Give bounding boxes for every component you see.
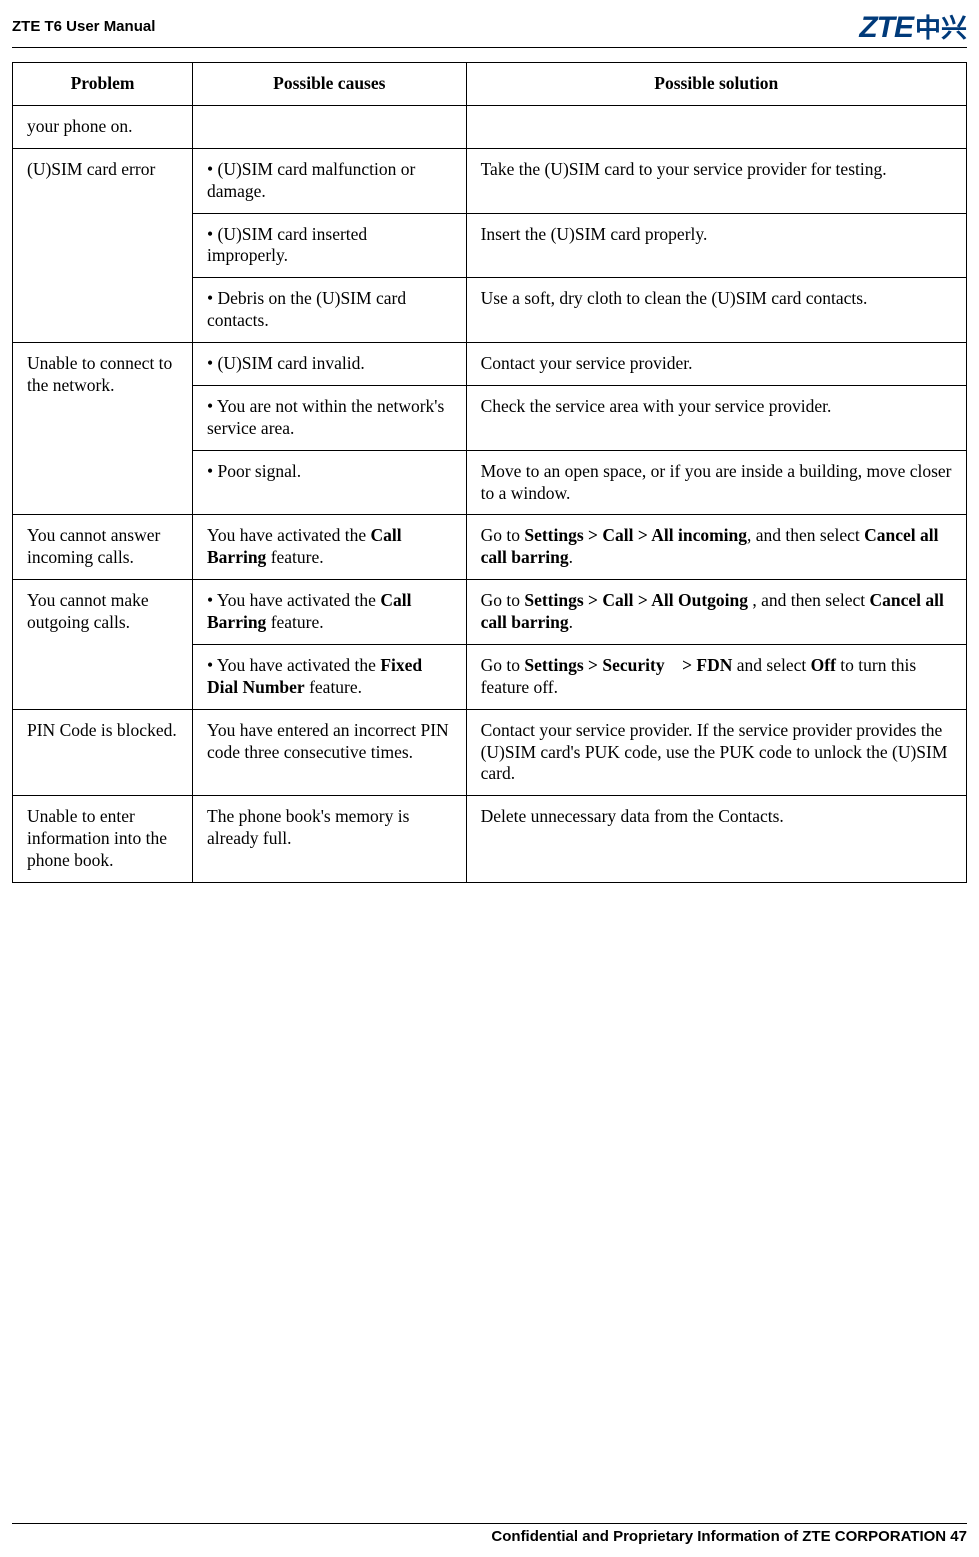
text: , and then select	[752, 590, 869, 610]
table-row: You cannot answer incoming calls. You ha…	[13, 515, 967, 580]
problem-cell: You cannot answer incoming calls.	[13, 515, 193, 580]
bold-text: Settings > Call > All Outgoing	[524, 590, 752, 610]
text: You have activated the	[207, 525, 370, 545]
solution-cell: Go to Settings > Security > FDN and sele…	[466, 644, 966, 709]
text: • You have activated the	[207, 590, 380, 610]
text: Go to	[481, 590, 525, 610]
solution-cell	[466, 105, 966, 148]
table-row: PIN Code is blocked. You have entered an…	[13, 709, 967, 796]
cause-cell	[193, 105, 467, 148]
page-footer: Confidential and Proprietary Information…	[12, 1523, 967, 1545]
cause-cell: • Poor signal.	[193, 450, 467, 515]
cause-cell: • (U)SIM card inserted improperly.	[193, 213, 467, 278]
problem-cell: (U)SIM card error	[13, 148, 193, 342]
solution-cell: Take the (U)SIM card to your service pro…	[466, 148, 966, 213]
table-row: Unable to enter information into the pho…	[13, 796, 967, 883]
cause-cell: • (U)SIM card invalid.	[193, 343, 467, 386]
solution-cell: Move to an open space, or if you are ins…	[466, 450, 966, 515]
text: Go to	[481, 525, 525, 545]
zte-logo: ZTE 中兴	[859, 8, 967, 45]
text: feature.	[266, 547, 323, 567]
table-row: You cannot make outgoing calls. • You ha…	[13, 580, 967, 645]
col-causes: Possible causes	[193, 63, 467, 106]
col-solution: Possible solution	[466, 63, 966, 106]
bold-text: Settings > Security > FDN	[524, 655, 732, 675]
table-header-row: Problem Possible causes Possible solutio…	[13, 63, 967, 106]
col-problem: Problem	[13, 63, 193, 106]
text: and select	[732, 655, 810, 675]
cause-cell: • (U)SIM card malfunction or damage.	[193, 148, 467, 213]
solution-cell: Go to Settings > Call > All incoming, an…	[466, 515, 966, 580]
text: , and then select	[747, 525, 864, 545]
cause-cell: • Debris on the (U)SIM card contacts.	[193, 278, 467, 343]
text: Go to	[481, 655, 525, 675]
problem-cell: You cannot make outgoing calls.	[13, 580, 193, 710]
text: feature.	[266, 612, 323, 632]
problem-cell: your phone on.	[13, 105, 193, 148]
page: ZTE T6 User Manual ZTE 中兴 Problem Possib…	[0, 0, 979, 1557]
problem-cell: Unable to connect to the network.	[13, 343, 193, 515]
solution-cell: Check the service area with your service…	[466, 385, 966, 450]
text: • You have activated the	[207, 655, 380, 675]
troubleshooting-table: Problem Possible causes Possible solutio…	[12, 62, 967, 883]
solution-cell: Insert the (U)SIM card properly.	[466, 213, 966, 278]
solution-cell: Contact your service provider. If the se…	[466, 709, 966, 796]
footer-text: Confidential and Proprietary Information…	[491, 1528, 967, 1545]
bold-text: Settings > Call > All incoming	[524, 525, 747, 545]
text: .	[569, 612, 573, 632]
solution-cell: Delete unnecessary data from the Contact…	[466, 796, 966, 883]
text: .	[569, 547, 573, 567]
cause-cell: • You are not within the network's servi…	[193, 385, 467, 450]
problem-cell: Unable to enter information into the pho…	[13, 796, 193, 883]
zte-logo-cn: 中兴	[915, 8, 967, 45]
solution-cell: Go to Settings > Call > All Outgoing , a…	[466, 580, 966, 645]
cause-cell: • You have activated the Fixed Dial Numb…	[193, 644, 467, 709]
zte-logo-latin: ZTE	[859, 11, 913, 45]
table-row: Unable to connect to the network. • (U)S…	[13, 343, 967, 386]
bold-text: Off	[811, 655, 836, 675]
table-row: (U)SIM card error • (U)SIM card malfunct…	[13, 148, 967, 213]
page-header: ZTE T6 User Manual ZTE 中兴	[12, 8, 967, 48]
problem-cell: PIN Code is blocked.	[13, 709, 193, 796]
cause-cell: You have entered an incorrect PIN code t…	[193, 709, 467, 796]
solution-cell: Use a soft, dry cloth to clean the (U)SI…	[466, 278, 966, 343]
cause-cell: • You have activated the Call Barring fe…	[193, 580, 467, 645]
solution-cell: Contact your service provider.	[466, 343, 966, 386]
table-row: your phone on.	[13, 105, 967, 148]
manual-title: ZTE T6 User Manual	[12, 18, 155, 35]
text: feature.	[305, 677, 362, 697]
cause-cell: The phone book's memory is already full.	[193, 796, 467, 883]
cause-cell: You have activated the Call Barring feat…	[193, 515, 467, 580]
